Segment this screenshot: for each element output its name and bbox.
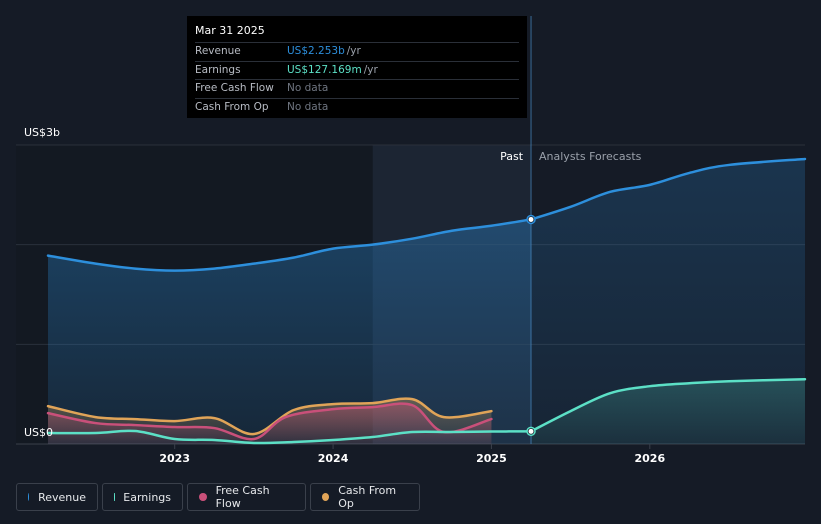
- tooltip-row: Cash From Op No data: [195, 97, 519, 117]
- legend-label: Cash From Op: [338, 484, 397, 510]
- tooltip-row: Earnings US$127.169m/yr: [195, 60, 519, 80]
- legend-label: Earnings: [123, 490, 171, 504]
- earnings-line: [46, 429, 533, 445]
- series-lines: [46, 157, 807, 445]
- legend-item-revenue[interactable]: Revenue: [16, 483, 98, 511]
- hover-markers: [526, 214, 536, 437]
- past-label: Past: [500, 150, 524, 163]
- legend-dot-icon: [199, 493, 207, 501]
- revenue-marker-center: [528, 216, 534, 222]
- x-tick-label-2025: 2025: [476, 452, 507, 465]
- tooltip-row-unit: /yr: [346, 45, 361, 57]
- fcf-line: [46, 402, 493, 441]
- legend-label: Revenue: [38, 490, 86, 504]
- fcf-area: [48, 403, 492, 444]
- legend-dot-icon: [28, 493, 30, 501]
- tooltip-row: Revenue US$2.253b/yr: [195, 42, 519, 61]
- tooltip-row-value: No data: [287, 82, 329, 94]
- tooltip-row-unit: /yr: [363, 63, 378, 76]
- tooltip-row-label: Cash From Op: [195, 100, 269, 113]
- tooltip-date: Mar 31 2025: [195, 24, 265, 37]
- tooltip-row-label: Revenue: [195, 45, 241, 57]
- tooltip-row-value: US$2.253b: [287, 45, 345, 57]
- tooltip-row: Free Cash Flow No data: [195, 79, 519, 98]
- revenue-forecast-area: [531, 158, 805, 444]
- earnings-forecast-area: [531, 379, 805, 444]
- forecast-label: Analysts Forecasts: [539, 150, 642, 163]
- y-axis-top-label: US$3b: [24, 126, 60, 139]
- x-tick-label-2023: 2023: [159, 452, 190, 465]
- legend-item-earnings[interactable]: Earnings: [102, 483, 183, 511]
- revenue-line: [46, 218, 533, 272]
- legend-item-free-cash-flow[interactable]: Free Cash Flow: [187, 483, 306, 511]
- tooltip-row-value: No data: [287, 100, 329, 113]
- x-axis-ticks: 2023 2024 2025 2026: [159, 444, 665, 465]
- y-axis-zero-label: US$0: [24, 426, 53, 439]
- revenue-area: [48, 219, 532, 444]
- tooltip: Mar 31 2025 Revenue US$2.253b/yr Earnings U…: [187, 16, 527, 118]
- tooltip-row-label: Earnings: [195, 63, 241, 76]
- x-tick-label-2026: 2026: [634, 452, 665, 465]
- series-areas: [48, 158, 805, 444]
- earnings-forecast-line: [529, 377, 807, 433]
- x-tick-label-2024: 2024: [318, 452, 349, 465]
- legend-dot-icon: [322, 493, 330, 501]
- tooltip-row-label: Free Cash Flow: [195, 82, 274, 94]
- earnings-marker-center: [528, 428, 534, 434]
- legend-label: Free Cash Flow: [215, 484, 270, 510]
- legend-item-cash-from-op[interactable]: Cash From Op: [310, 483, 420, 511]
- tooltip-row-value: US$127.169m: [287, 63, 362, 76]
- revenue-forecast-line: [529, 157, 807, 221]
